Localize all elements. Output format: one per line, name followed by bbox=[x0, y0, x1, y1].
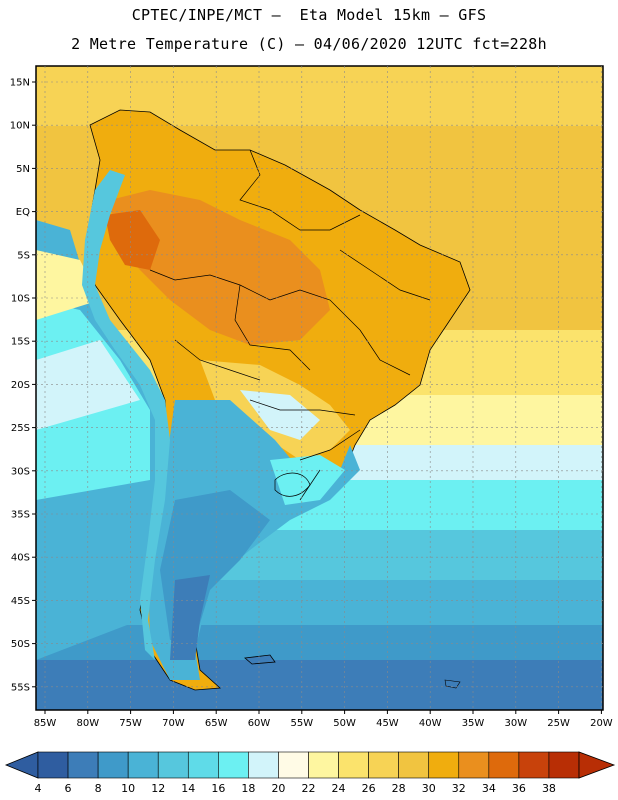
lon-label: 70W bbox=[162, 718, 185, 729]
lat-label: 55S bbox=[11, 682, 30, 693]
colorbar-tick-label: 8 bbox=[95, 782, 102, 795]
colorbar-swatch bbox=[548, 751, 580, 779]
lat-label: 40S bbox=[11, 553, 30, 564]
lat-label: EQ bbox=[16, 207, 30, 218]
colorbar-tick-label: 24 bbox=[332, 782, 346, 795]
lat-label: 30S bbox=[11, 466, 30, 477]
longitude-labels: 85W 80W 75W 70W 65W 60W 55W 50W 45W 40W 35W 30W 25W 2… bbox=[34, 718, 613, 729]
colorbar-tick-label: 18 bbox=[241, 782, 255, 795]
lon-label: 55W bbox=[290, 718, 313, 729]
colorbar-swatch bbox=[248, 751, 279, 779]
colorbar-tick-label: 4 bbox=[35, 782, 42, 795]
colorbar-tick-label: 12 bbox=[151, 782, 165, 795]
colorbar-tick-label: 16 bbox=[211, 782, 225, 795]
colorbar-tick-label: 26 bbox=[362, 782, 376, 795]
colorbar-tick-label: 34 bbox=[482, 782, 496, 795]
lat-label: 10N bbox=[10, 121, 30, 132]
colorbar-tick-label: 20 bbox=[271, 782, 285, 795]
colorbar-tick-label: 6 bbox=[65, 782, 72, 795]
colorbar-tick-label: 28 bbox=[392, 782, 406, 795]
map-subtitle: 2 Metre Temperature (C) — 04/06/2020 12U… bbox=[71, 35, 547, 53]
colorbar-swatch bbox=[157, 751, 189, 779]
colorbar-tick-label: 10 bbox=[121, 782, 135, 795]
lat-label: 15N bbox=[10, 78, 30, 89]
graticule bbox=[32, 66, 603, 714]
lat-label: 10S bbox=[11, 294, 30, 305]
map-field bbox=[36, 66, 603, 710]
map-frame bbox=[35, 65, 604, 711]
colorbar-tick-label: 30 bbox=[422, 782, 436, 795]
colorbar-swatch bbox=[488, 751, 520, 779]
colorbar: 4 6 8 10 12 14 16 18 20 22 24 26 28 30 32 34 36 38 bbox=[4, 751, 616, 795]
colorbar-swatch bbox=[37, 751, 69, 779]
lat-label: 15S bbox=[11, 337, 30, 348]
colorbar-swatch bbox=[338, 751, 369, 779]
lon-label: 50W bbox=[333, 718, 356, 729]
lon-label: 80W bbox=[76, 718, 99, 729]
colorbar-tick-label: 38 bbox=[542, 782, 556, 795]
colorbar-swatch bbox=[187, 751, 219, 779]
colorbar-swatch bbox=[398, 751, 430, 779]
lon-label: 65W bbox=[205, 718, 228, 729]
lon-label: 85W bbox=[34, 718, 57, 729]
lon-label: 35W bbox=[462, 718, 485, 729]
map-title: CPTEC/INPE/MCT — Eta Model 15km — GFS bbox=[131, 6, 487, 24]
colorbar-swatch bbox=[428, 751, 460, 779]
lon-label: 45W bbox=[376, 718, 399, 729]
colorbar-swatch bbox=[368, 751, 399, 779]
lon-label: 30W bbox=[504, 718, 527, 729]
lat-label: 35S bbox=[11, 510, 30, 521]
lon-label: 60W bbox=[248, 718, 271, 729]
lat-label: 5N bbox=[16, 164, 30, 175]
colorbar-swatch bbox=[67, 751, 99, 779]
lon-label: 20W bbox=[590, 718, 613, 729]
colorbar-right-arrow bbox=[578, 751, 616, 779]
lat-label: 20S bbox=[11, 380, 30, 391]
colorbar-tick-label: 22 bbox=[302, 782, 316, 795]
colorbar-tick-label: 14 bbox=[181, 782, 195, 795]
lon-label: 25W bbox=[547, 718, 570, 729]
lat-label: 45S bbox=[11, 596, 30, 607]
colorbar-swatch bbox=[518, 751, 550, 779]
lat-label: 25S bbox=[11, 423, 30, 434]
lon-label: 75W bbox=[119, 718, 142, 729]
colorbar-tick-label: 32 bbox=[452, 782, 466, 795]
colorbar-swatch bbox=[97, 751, 129, 779]
lat-label: 5S bbox=[17, 250, 30, 261]
lat-label: 50S bbox=[11, 639, 30, 650]
colorbar-tick-label: 36 bbox=[512, 782, 526, 795]
colorbar-left-arrow bbox=[4, 751, 39, 779]
lon-label: 40W bbox=[419, 718, 442, 729]
colorbar-swatch bbox=[278, 751, 309, 779]
colorbar-swatch bbox=[127, 751, 159, 779]
colorbar-swatch bbox=[458, 751, 490, 779]
colorbar-swatch bbox=[218, 751, 249, 779]
colorbar-swatch bbox=[308, 751, 339, 779]
latitude-labels: 15N 10N 5N EQ 5S 10S 15S 20S 25S 30S 35S 40S 45S 50S 5… bbox=[10, 78, 30, 694]
